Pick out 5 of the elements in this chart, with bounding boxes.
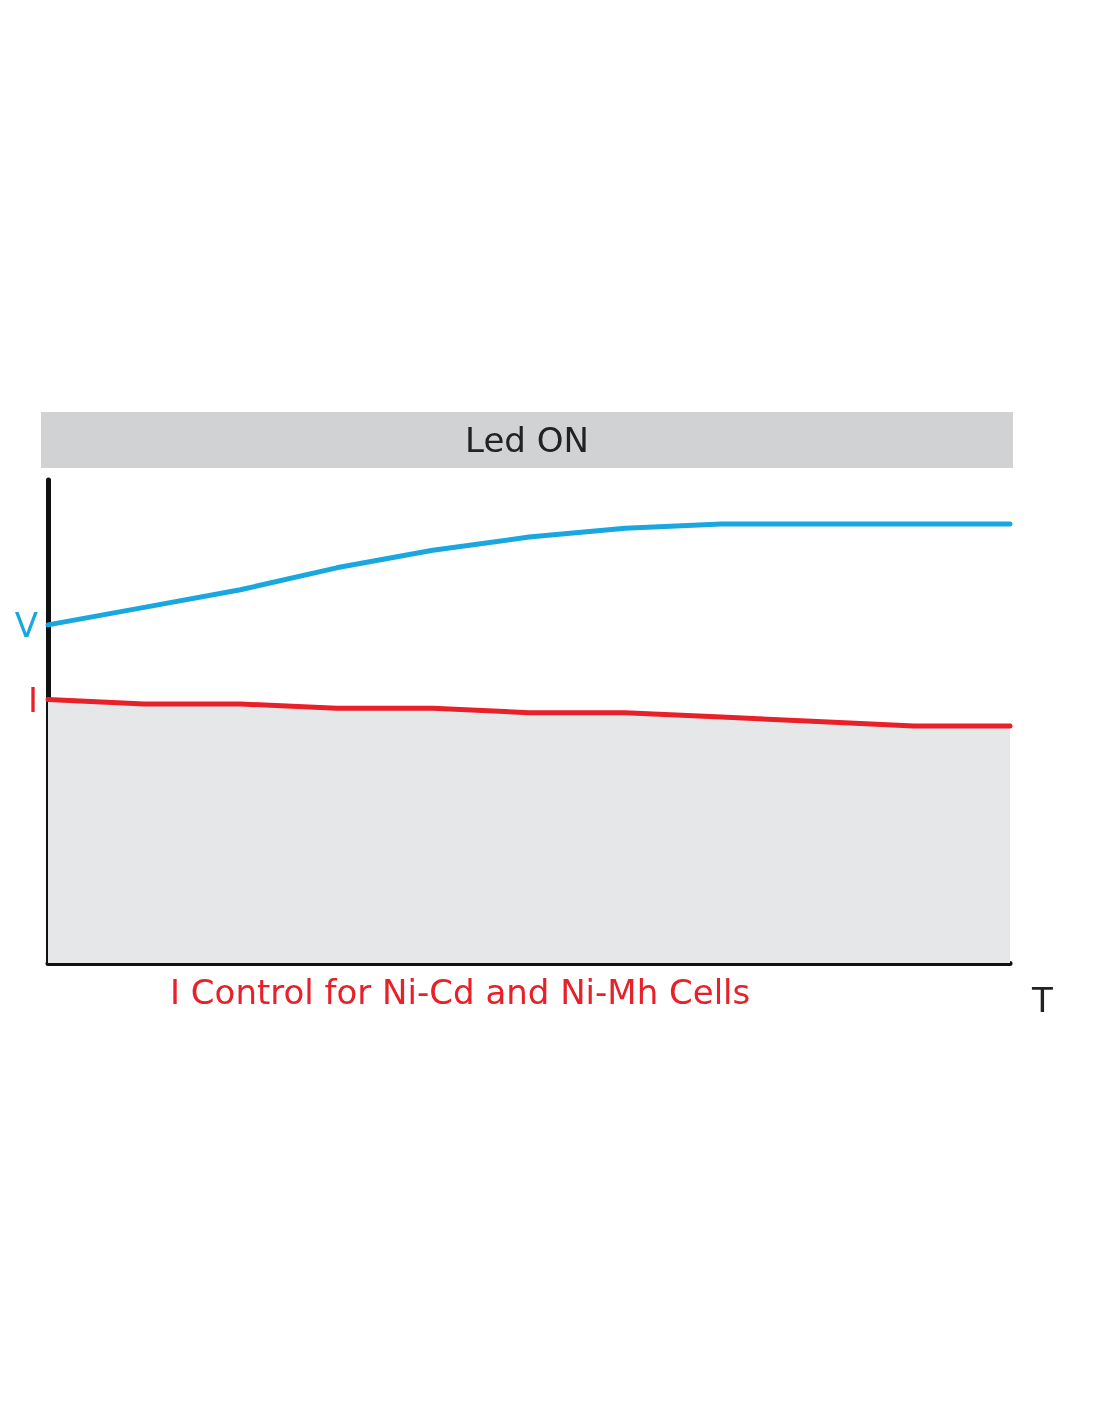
- chart-title: Led ON: [465, 420, 589, 460]
- series-label: I: [27, 679, 38, 720]
- text: I Control for Ni-Cd and Ni-Mh Cells: [170, 972, 751, 1012]
- x-axis-title: T: [1031, 980, 1053, 1020]
- series-label: V: [14, 604, 38, 645]
